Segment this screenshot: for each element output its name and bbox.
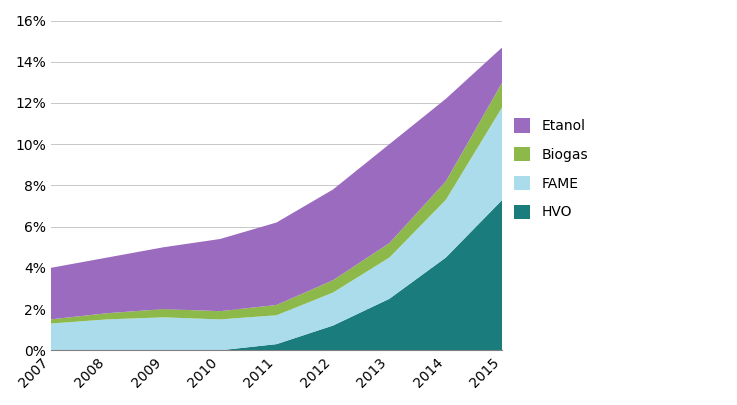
Legend: Etanol, Biogas, FAME, HVO: Etanol, Biogas, FAME, HVO xyxy=(514,119,588,220)
